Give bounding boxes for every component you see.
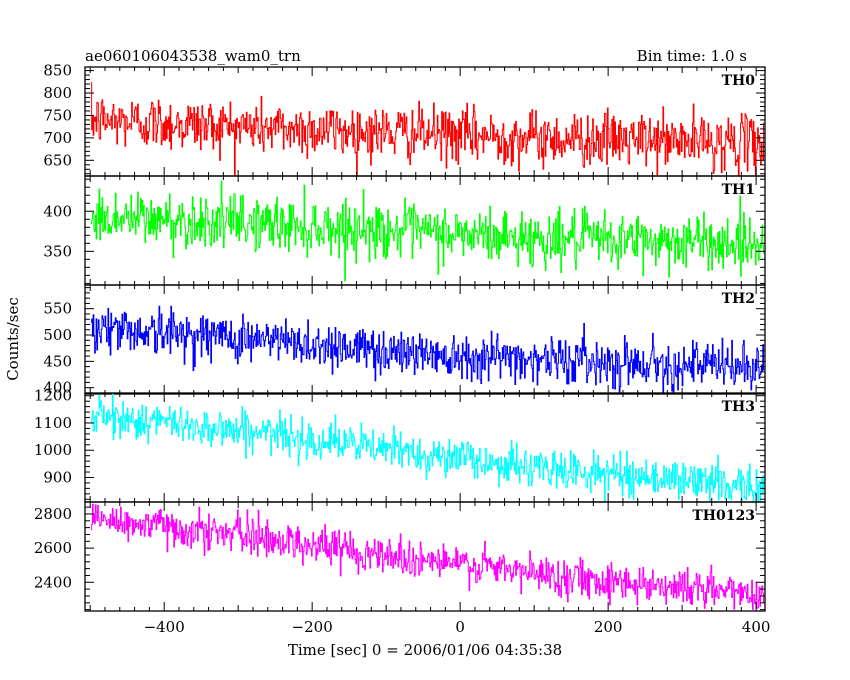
series-line-th0123 xyxy=(90,503,765,610)
y-tick-label: 550 xyxy=(43,300,72,318)
y-tick-label: 650 xyxy=(43,151,72,169)
y-tick-label: 2400 xyxy=(34,573,72,591)
x-tick-label: −400 xyxy=(144,618,185,636)
panel-label-th1: TH1 xyxy=(722,182,755,198)
panel-label-th2: TH2 xyxy=(722,291,755,307)
panel-frame-th0123 xyxy=(84,501,766,612)
y-tick-label: 500 xyxy=(43,326,72,344)
series-line-th0 xyxy=(90,82,765,177)
series-line-th3 xyxy=(90,393,765,503)
y-tick-label: 2600 xyxy=(34,539,72,557)
y-tick-label: 900 xyxy=(43,468,72,486)
y-tick-label: 400 xyxy=(43,202,72,220)
y-tick-label: 700 xyxy=(43,129,72,147)
chart-title: ae060106043538_wam0_trn xyxy=(85,47,301,65)
x-axis-label: Time [sec] 0 = 2006/01/06 04:35:38 xyxy=(288,641,562,659)
plot-panels: TH0 650 700 750 800 850 TH1 350 400 TH2 400 450 500 5… xyxy=(34,62,771,636)
bin-time-label: Bin time: 1.0 s xyxy=(637,47,747,65)
series-line-th1 xyxy=(90,180,765,282)
y-tick-label: 2800 xyxy=(34,505,72,523)
x-tick-label: 400 xyxy=(742,618,771,636)
x-tick-label: −200 xyxy=(292,618,333,636)
y-tick-label: 400 xyxy=(43,379,72,397)
y-tick-label: 750 xyxy=(43,106,72,124)
panel-frame-th3 xyxy=(84,392,766,503)
series-line-th2 xyxy=(90,305,765,395)
panel-label-th0123: TH0123 xyxy=(692,508,755,524)
y-tick-label: 850 xyxy=(43,62,72,80)
panel-label-th0: TH0 xyxy=(722,73,756,89)
y-tick-label: 1000 xyxy=(34,441,72,459)
y-axis-label: Counts/sec xyxy=(4,297,22,381)
panel-label-th3: TH3 xyxy=(722,399,755,415)
y-tick-label: 350 xyxy=(43,242,72,260)
y-tick-label: 1200 xyxy=(34,387,72,405)
y-tick-label: 450 xyxy=(43,352,72,370)
x-tick-label: 0 xyxy=(455,618,465,636)
panel-frame-th2 xyxy=(84,284,766,395)
y-tick-label: 800 xyxy=(43,84,72,102)
y-tick-label: 1100 xyxy=(34,414,72,432)
x-tick-label: 200 xyxy=(594,618,623,636)
